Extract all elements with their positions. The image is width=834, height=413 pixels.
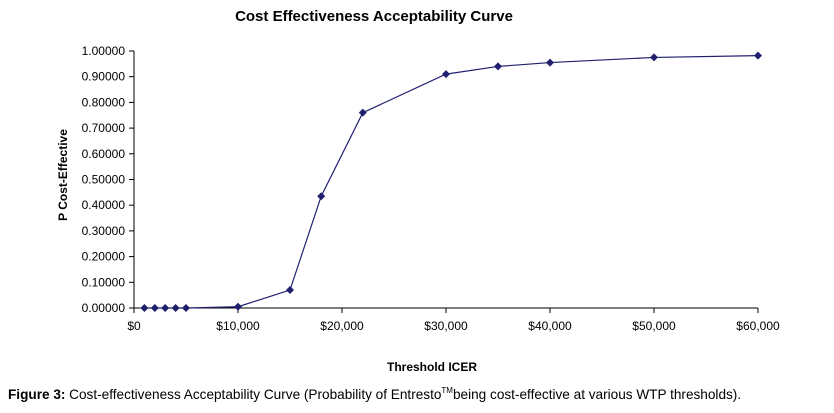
caption-superscript: TM (441, 386, 453, 395)
data-point-marker (317, 192, 326, 201)
y-tick-label: 1.00000 (82, 44, 126, 58)
x-tick-label: $20,000 (320, 319, 364, 333)
y-tick-label: 0.00000 (82, 301, 126, 315)
x-tick-label: $60,000 (736, 319, 780, 333)
series-line (144, 55, 759, 309)
x-tick-label: $50,000 (632, 319, 676, 333)
y-tick-label: 0.70000 (82, 121, 126, 135)
series-group (140, 51, 762, 312)
data-point-marker (286, 286, 294, 295)
x-tick-label: $10,000 (216, 319, 260, 333)
data-point-marker (161, 304, 170, 312)
data-point-marker (171, 304, 180, 312)
y-axis-title: P Cost-Effective (56, 129, 70, 221)
y-tick-label: 0.50000 (82, 173, 126, 187)
data-point-marker (442, 70, 450, 79)
chart-title: Cost Effectiveness Acceptability Curve (235, 8, 513, 25)
y-tick-label: 0.10000 (82, 275, 126, 289)
y-tick-label: 0.40000 (82, 198, 126, 212)
caption-text-after: being cost-effective at various WTP thre… (452, 387, 742, 402)
y-tick-label: 0.60000 (82, 147, 126, 161)
y-tick-label: 0.30000 (82, 224, 126, 238)
data-point-marker (150, 304, 159, 312)
x-tick-label: $30,000 (424, 319, 468, 333)
caption-label: Figure 3: (8, 387, 66, 402)
x-tick-label: $0 (127, 319, 141, 333)
data-point-marker (358, 108, 367, 117)
y-tick-label: 0.90000 (82, 70, 126, 84)
chart-area: Cost Effectiveness Acceptability Curve 0… (56, 8, 780, 374)
x-axis-title: Threshold ICER (387, 360, 477, 374)
axes (129, 50, 759, 313)
data-point-marker (140, 304, 149, 312)
y-tick-label: 0.80000 (82, 95, 126, 109)
data-point-marker (754, 51, 762, 60)
data-point-marker (234, 302, 242, 311)
data-point-marker (546, 58, 554, 67)
data-point-marker (494, 62, 502, 71)
y-tick-label: 0.20000 (82, 250, 126, 264)
x-tick-labels: $0 $10,000 $20,000 $30,000 $40,000 $50,000 $60… (127, 319, 780, 333)
caption-text-before: Cost-effectiveness Acceptability Curve (… (65, 387, 442, 402)
data-point-marker (182, 304, 190, 312)
data-point-marker (650, 53, 658, 62)
x-tick-label: $40,000 (528, 319, 572, 333)
figure-caption: Figure 3: Cost-effectiveness Acceptabili… (8, 386, 834, 402)
y-tick-labels: 0.00000 0.10000 0.20000 0.30000 0.40000 0.500… (82, 44, 126, 315)
